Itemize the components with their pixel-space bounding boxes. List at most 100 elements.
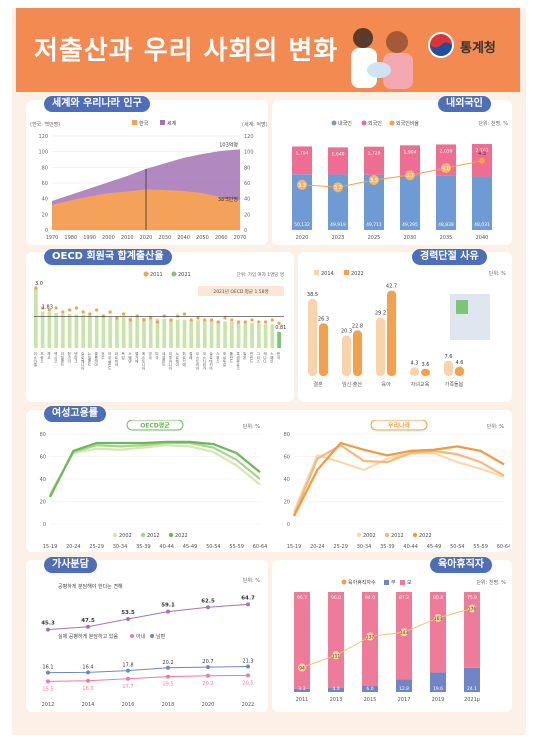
legend-label: 2012 xyxy=(147,533,160,539)
point-2011 xyxy=(108,310,112,314)
bar-2021 xyxy=(47,312,52,348)
label-mother: 80.4 xyxy=(433,595,443,601)
badge xyxy=(370,420,428,431)
x-tick: 1990 xyxy=(83,235,96,241)
point-2011 xyxy=(196,316,200,320)
point-2011 xyxy=(81,310,85,314)
series-line-2012 xyxy=(49,441,261,497)
bar-2021 xyxy=(74,314,79,348)
chart-childcare-leave: 육아휴직자수 부 모 단위: 천명, % 96.7 3.3 2011 96.0 4.0 2013 9… xyxy=(294,579,506,703)
x-tick: 20-24 xyxy=(66,544,81,550)
label-foreign: 1,640 xyxy=(332,151,345,157)
point-wife xyxy=(166,674,170,679)
line-husband xyxy=(47,665,249,674)
x-tick: 35-39 xyxy=(136,544,151,550)
point-2011 xyxy=(263,320,268,324)
x-tick: 2060 xyxy=(215,235,228,241)
x-tick: 40-44 xyxy=(403,544,418,550)
point-ratio xyxy=(441,163,451,173)
point-husband xyxy=(46,670,50,675)
bar-2021 xyxy=(142,318,146,348)
legend-label: 2002 xyxy=(363,533,376,539)
x-tick: 60-64 xyxy=(497,544,510,550)
point-wife xyxy=(246,673,250,678)
country-label: 아일랜드 xyxy=(60,351,65,366)
country-label: 리투아니아 xyxy=(168,351,173,370)
panel-housework xyxy=(26,560,268,712)
label-total: 137 xyxy=(366,635,375,641)
legend-label: 2002 xyxy=(119,533,132,539)
y-tick-right: 20 xyxy=(244,212,250,218)
bar-2014 xyxy=(308,299,317,376)
x-tick: 2030 xyxy=(158,235,171,241)
legend-swatch-father xyxy=(384,580,389,585)
point-2011 xyxy=(101,314,105,318)
y-tick: 0 xyxy=(287,522,290,528)
label-father: 19.6 xyxy=(433,686,443,692)
bar-domestic xyxy=(436,175,456,230)
chart-employment-korea: 0 20 40 60 80 단위: % 우리나라 15-19 20-24 25-29 30-34 35… xyxy=(284,420,510,550)
point-wife xyxy=(86,678,90,683)
country-label: 미국 xyxy=(154,351,159,360)
point-2011 xyxy=(40,306,45,310)
point-2011 xyxy=(95,308,99,312)
y-tick: 40 xyxy=(284,477,290,483)
x-tick: 2040 xyxy=(177,235,190,241)
country-label: 멕시코 xyxy=(53,351,58,363)
country-label: 한국 xyxy=(276,351,281,360)
line-wife xyxy=(47,674,249,682)
x-tick: 2013 xyxy=(330,697,343,703)
point-2011 xyxy=(203,318,207,322)
legend-wife: 아내 xyxy=(136,633,146,640)
label-second: 1.83 xyxy=(42,304,53,310)
point-total xyxy=(332,651,340,660)
badge xyxy=(126,420,184,431)
units: 단위: % xyxy=(243,423,260,430)
y-tick-left: 80 xyxy=(42,165,48,171)
label-domestic: 48,031 xyxy=(474,222,490,228)
legend-swatch-foreign xyxy=(361,120,367,126)
label-total: 143 xyxy=(400,630,409,636)
x-tick: 45-49 xyxy=(183,544,198,550)
country-label: 스페인 xyxy=(269,352,274,363)
label-foreign: 1,904 xyxy=(404,149,417,155)
legend-swatch xyxy=(140,532,146,538)
bar-father xyxy=(430,672,446,692)
label-ratio: 4.0 xyxy=(442,166,450,172)
label-2022: 22.8 xyxy=(352,323,363,329)
series-line-2022 xyxy=(293,441,505,517)
bar-domestic xyxy=(400,175,420,230)
bar-2021 xyxy=(108,316,113,348)
x-tick: 55-59 xyxy=(229,544,244,550)
country-label: 영국 xyxy=(147,351,152,360)
country-label: 스웨덴 xyxy=(127,352,132,363)
annot-korea: 38백만명 xyxy=(218,196,238,203)
point-ratio xyxy=(333,182,343,193)
bar-2021 xyxy=(223,321,227,348)
country-label: 네덜란드 xyxy=(161,351,166,366)
y-tick-right: 60 xyxy=(244,181,250,187)
line-top xyxy=(47,603,249,631)
bar-2014 xyxy=(410,367,419,376)
point-husband xyxy=(126,668,130,673)
x-tick: 2040 xyxy=(476,235,489,241)
point-2011 xyxy=(182,312,187,316)
bar-2021 xyxy=(175,319,180,348)
top-series-label: 공평하게 분담해야 한다는 견해 xyxy=(58,583,123,590)
x-tick: 2025 xyxy=(368,235,381,241)
label-domestic: 49,919 xyxy=(330,222,346,228)
country-label: 코스타리카 xyxy=(201,352,206,371)
legend-swatch-2014 xyxy=(314,270,319,275)
bar-2021 xyxy=(277,331,281,348)
country-label: 포르투갈 xyxy=(222,352,227,367)
point-2011 xyxy=(169,318,173,322)
bar-father xyxy=(396,679,412,692)
point-2011 xyxy=(236,320,241,324)
country-label: 일본 xyxy=(242,351,247,359)
country-label: 스위스 xyxy=(215,352,220,363)
y-tick: 20 xyxy=(40,500,46,506)
y-tick: 80 xyxy=(40,432,46,438)
bar-mother xyxy=(328,592,344,688)
point-2011 xyxy=(277,321,281,325)
